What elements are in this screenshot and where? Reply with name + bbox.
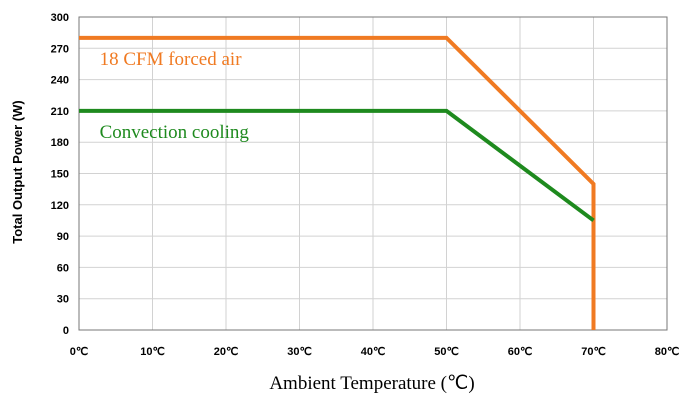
x-tick-label: 80℃ (655, 346, 680, 358)
series-label-1: 18 CFM forced air (100, 49, 243, 70)
series-line-2 (79, 108, 595, 223)
plot-area-frame (78, 16, 668, 331)
y-tick-label: 150 (51, 169, 69, 181)
y-tick-label: 30 (57, 294, 69, 306)
y-tick-label: 300 (51, 12, 69, 24)
x-axis-tick-labels: 0℃ 10℃ 20℃ 30℃ 40℃ 50℃ 60℃ 70℃ 80℃ (70, 346, 680, 358)
x-tick-label: 20℃ (214, 346, 239, 358)
y-tick-label: 180 (51, 137, 69, 149)
x-tick-label: 40℃ (361, 346, 386, 358)
y-tick-label: 90 (57, 231, 69, 243)
x-axis-label: Ambient Temperature (℃) (269, 373, 474, 394)
series-label-2: Convection cooling (100, 122, 250, 143)
y-tick-label: 270 (51, 43, 69, 55)
series-line-1 (79, 35, 596, 330)
y-axis-tick-labels: 0 30 60 90 120 150 180 210 240 270 300 (51, 12, 69, 337)
y-tick-label: 120 (51, 200, 69, 212)
x-tick-label: 0℃ (70, 346, 88, 358)
y-tick-label: 240 (51, 75, 69, 87)
x-tick-label: 70℃ (581, 346, 606, 358)
x-tick-label: 50℃ (434, 346, 459, 358)
series-labels: 18 CFM forced air Convection cooling (100, 49, 250, 143)
y-axis-label: Total Output Power (W) (10, 100, 25, 243)
series-lines (79, 35, 596, 330)
x-tick-label: 30℃ (287, 346, 312, 358)
x-tick-label: 60℃ (508, 346, 533, 358)
x-tick-label: 10℃ (140, 346, 165, 358)
y-tick-label: 60 (57, 262, 69, 274)
y-tick-label: 0 (63, 325, 69, 337)
y-tick-label: 210 (51, 106, 69, 118)
